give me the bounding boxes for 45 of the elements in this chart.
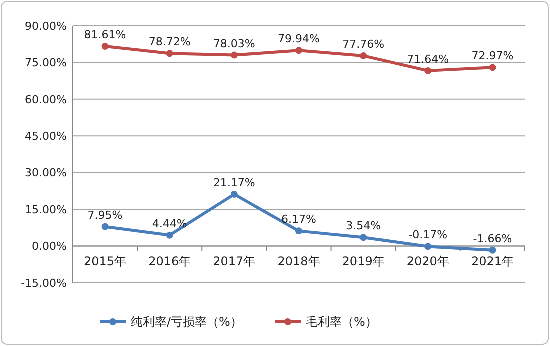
point (102, 223, 109, 230)
point (296, 228, 302, 235)
data-label: 79.94% (278, 32, 320, 46)
legend-label: 纯利率/亏损率（%） (131, 315, 242, 330)
data-label: 3.54% (346, 220, 382, 233)
y-tick-label: 60.00% (25, 93, 67, 106)
x-tick-label: 2015年 (84, 254, 127, 268)
x-tick-label: 2021年 (471, 254, 514, 268)
data-label: 78.72% (148, 36, 191, 49)
data-label: 72.97% (472, 50, 514, 63)
point (296, 47, 302, 54)
point (489, 246, 496, 254)
point (360, 52, 368, 60)
y-tick-label: 75.00% (25, 56, 67, 70)
point (166, 50, 174, 58)
data-label: -1.66% (473, 232, 512, 246)
point (166, 232, 174, 239)
point (489, 64, 496, 72)
x-tick-label: 2018年 (278, 254, 320, 268)
data-label: 21.17% (213, 176, 256, 190)
data-label: 4.44% (152, 217, 188, 230)
x-tick-label: 2017年 (213, 254, 256, 268)
x-tick-label: 2016年 (148, 254, 192, 268)
data-label: 7.95% (88, 208, 123, 222)
point (424, 67, 432, 74)
y-tick-label: 90.00% (25, 20, 67, 33)
data-label: 77.76% (342, 38, 385, 51)
data-label: -0.17% (408, 228, 448, 242)
legend-label: 毛利率（%） (306, 315, 378, 330)
point (424, 243, 432, 250)
y-tick-label: -15.00% (21, 276, 67, 290)
data-label: 71.64% (407, 52, 450, 66)
data-label: 78.03% (213, 37, 256, 50)
point (230, 52, 238, 59)
point (230, 190, 238, 198)
x-tick-label: 2020年 (406, 254, 450, 268)
x-tick-label: 2019年 (342, 254, 385, 268)
data-label: 6.17% (282, 213, 316, 226)
data-label: 81.61% (84, 28, 126, 42)
y-tick-label: 15.00% (25, 203, 67, 216)
point (360, 234, 368, 242)
y-tick-label: 45.00% (25, 130, 67, 143)
y-tick-label: 0.00% (32, 240, 67, 254)
y-tick-label: 30.00% (25, 166, 67, 180)
point (102, 43, 109, 50)
